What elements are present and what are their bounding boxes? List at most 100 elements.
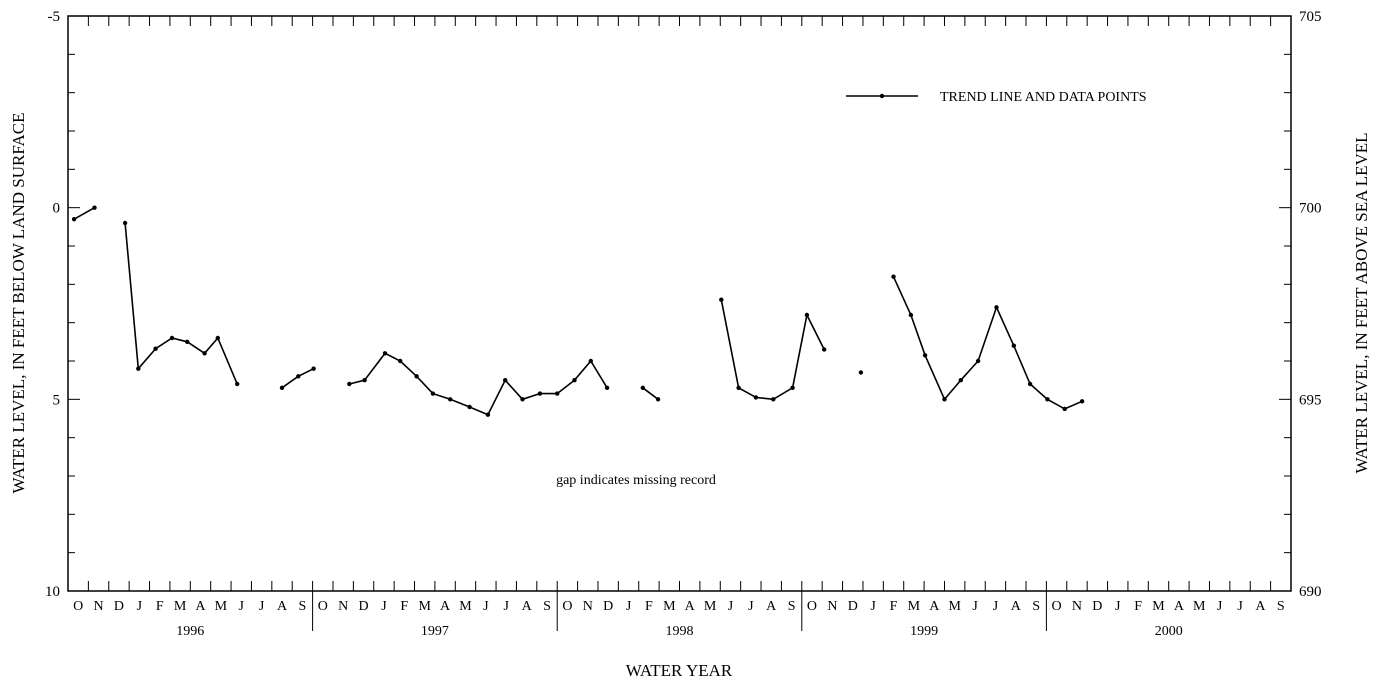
missing-record-annotation: gap indicates missing record <box>556 473 716 488</box>
data-point <box>279 385 285 390</box>
month-label: J <box>1115 599 1121 614</box>
data-point <box>71 217 77 222</box>
month-label: D <box>848 599 858 614</box>
month-label: F <box>890 599 898 614</box>
left-tick-label: 10 <box>45 584 60 600</box>
trend-line-segment <box>892 276 1083 410</box>
month-label: J <box>381 599 387 614</box>
data-point <box>122 220 128 226</box>
month-label: S <box>543 599 551 614</box>
month-label: M <box>1193 599 1206 614</box>
month-label: O <box>1052 599 1062 614</box>
month-label: J <box>137 599 143 614</box>
month-label: A <box>277 599 288 614</box>
data-point <box>296 374 301 379</box>
month-label: N <box>338 599 348 614</box>
month-label: A <box>1255 599 1266 614</box>
month-label: M <box>459 599 472 614</box>
data-point <box>311 366 316 371</box>
data-point <box>822 347 827 352</box>
water-year-label: 1997 <box>421 624 449 639</box>
data-point <box>520 397 525 402</box>
data-point <box>1079 399 1085 404</box>
data-point <box>448 397 453 402</box>
month-label: J <box>504 599 510 614</box>
month-label: A <box>685 599 696 614</box>
trend-line-segment <box>642 387 659 400</box>
month-label: O <box>807 599 817 614</box>
month-label: D <box>114 599 124 614</box>
month-label: J <box>728 599 734 614</box>
trend-line-segment <box>349 352 608 416</box>
data-point <box>215 335 220 341</box>
data-point <box>382 351 388 356</box>
water-year-label: 1996 <box>176 624 204 639</box>
month-label: F <box>1134 599 1142 614</box>
data-point <box>753 395 759 400</box>
legend-label: TREND LINE AND DATA POINTS <box>940 90 1147 105</box>
trend-line-segment <box>73 207 95 220</box>
data-point <box>958 378 963 383</box>
data-point <box>604 385 610 390</box>
month-label: O <box>318 599 328 614</box>
month-label: J <box>259 599 265 614</box>
data-point <box>1045 397 1050 402</box>
month-label: A <box>929 599 940 614</box>
data-point <box>430 391 436 396</box>
month-label: D <box>1092 599 1102 614</box>
month-label: M <box>908 599 921 614</box>
month-label: A <box>522 599 533 614</box>
data-point <box>790 385 795 390</box>
month-label: N <box>583 599 593 614</box>
data-point <box>555 391 560 396</box>
month-label: O <box>562 599 572 614</box>
month-label: M <box>704 599 717 614</box>
data-point <box>92 205 97 210</box>
month-label: M <box>418 599 431 614</box>
month-label: M <box>174 599 187 614</box>
data-point <box>467 404 472 410</box>
right-tick-label: 690 <box>1299 584 1322 600</box>
data-point <box>347 381 352 387</box>
axis-ticks <box>68 16 1291 591</box>
y-axis-title-left: WATER LEVEL, IN FEET BELOW LAND SURFACE <box>9 112 28 493</box>
data-point <box>185 339 190 344</box>
data-point <box>719 297 724 302</box>
month-label: A <box>1174 599 1185 614</box>
water-year-dividers <box>312 591 1047 631</box>
month-label: M <box>1152 599 1165 614</box>
data-point <box>736 385 741 390</box>
right-tick-label: 705 <box>1299 9 1322 25</box>
month-label: M <box>663 599 676 614</box>
water-year-label: 2000 <box>1155 624 1183 639</box>
data-point <box>771 397 776 402</box>
month-label: J <box>870 599 876 614</box>
data-point <box>1062 406 1067 412</box>
month-label: A <box>766 599 777 614</box>
month-label: M <box>215 599 228 614</box>
data-point <box>537 391 543 396</box>
month-label: A <box>195 599 206 614</box>
month-label: D <box>603 599 613 614</box>
left-tick-label: -5 <box>48 9 61 25</box>
month-label: S <box>1277 599 1285 614</box>
data-point <box>994 305 999 310</box>
month-label: S <box>788 599 796 614</box>
month-label: M <box>948 599 961 614</box>
data-point <box>1027 381 1033 387</box>
data-point <box>202 351 207 356</box>
month-label: N <box>827 599 837 614</box>
month-label: F <box>156 599 164 614</box>
month-label: F <box>645 599 653 614</box>
month-label: N <box>1072 599 1082 614</box>
data-point <box>891 274 896 279</box>
month-label: O <box>73 599 83 614</box>
data-point <box>908 312 914 318</box>
data-point <box>804 312 810 318</box>
x-axis-title: WATER YEAR <box>626 661 733 680</box>
data-point <box>362 378 367 383</box>
month-label: S <box>299 599 307 614</box>
data-point <box>398 358 403 364</box>
data-point <box>169 335 175 341</box>
